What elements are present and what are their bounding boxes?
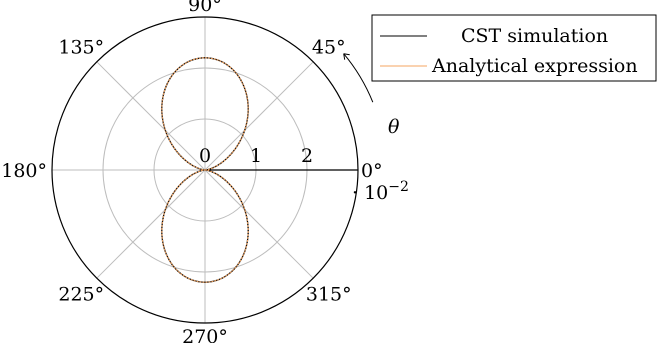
radial-multiplier-label: · 10−2 bbox=[352, 179, 409, 204]
angular-tick-label: 135° bbox=[58, 36, 104, 58]
angular-grid-spoke bbox=[204, 61, 314, 171]
radial-tick-label: 1 bbox=[250, 145, 262, 167]
angular-tick-label: 90° bbox=[188, 0, 222, 16]
legend-label-cst: CST simulation bbox=[461, 25, 608, 47]
grid-layer bbox=[51, 16, 359, 324]
radial-tick-label: 2 bbox=[301, 145, 313, 167]
radial-tick-label: 0 bbox=[199, 145, 211, 167]
series-layer bbox=[161, 57, 249, 283]
legend: CST simulation Analytical expression bbox=[371, 14, 657, 82]
angular-grid-spoke bbox=[204, 169, 314, 279]
angular-tick-label: 45° bbox=[312, 36, 346, 58]
theta-label: θ bbox=[388, 116, 400, 138]
angular-tick-label: 0° bbox=[361, 160, 383, 182]
angular-tick-label: 315° bbox=[306, 284, 352, 306]
angular-grid-spoke bbox=[96, 61, 206, 171]
series-line-analytical bbox=[161, 57, 249, 283]
angular-tick-label: 270° bbox=[182, 326, 228, 343]
legend-label-analytical: Analytical expression bbox=[431, 55, 638, 77]
theta-arrowhead bbox=[343, 53, 350, 60]
theta-direction-arrow bbox=[343, 53, 374, 103]
angular-grid-spoke bbox=[96, 169, 206, 279]
angular-tick-label: 180° bbox=[1, 160, 47, 182]
legend-box bbox=[371, 14, 657, 82]
angular-tick-label: 225° bbox=[58, 284, 104, 306]
labels-layer: 0 1 2 0° 45° 90° 135° 180° 225° 270° 315° bbox=[1, 0, 382, 343]
